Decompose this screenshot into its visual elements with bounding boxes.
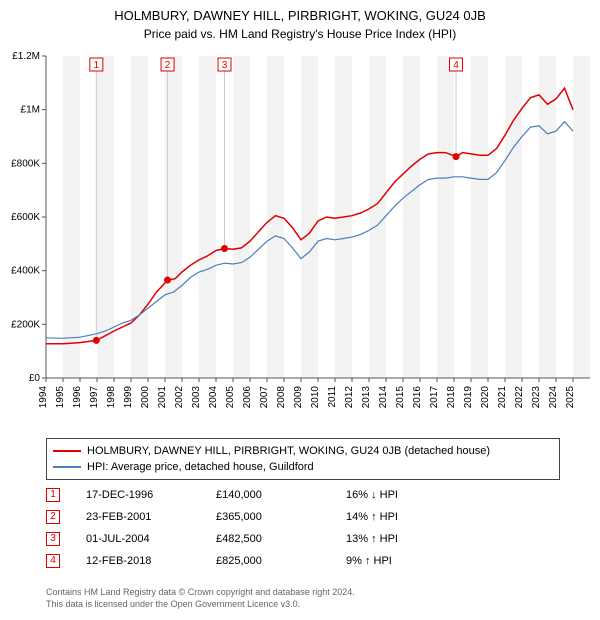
- event-row: 3 01-JUL-2004 £482,500 13% ↑ HPI: [46, 528, 560, 550]
- event-delta: 9% ↑ HPI: [346, 555, 466, 567]
- event-row: 2 23-FEB-2001 £365,000 14% ↑ HPI: [46, 506, 560, 528]
- svg-text:£400K: £400K: [11, 266, 40, 277]
- event-row: 4 12-FEB-2018 £825,000 9% ↑ HPI: [46, 550, 560, 572]
- svg-text:2001: 2001: [157, 386, 168, 409]
- svg-text:2009: 2009: [293, 386, 304, 409]
- event-date: 17-DEC-1996: [86, 489, 216, 501]
- svg-text:2003: 2003: [191, 386, 202, 409]
- svg-text:2011: 2011: [327, 386, 338, 408]
- svg-text:2016: 2016: [412, 386, 423, 409]
- event-marker: 3: [46, 532, 60, 546]
- event-price: £825,000: [216, 555, 346, 567]
- event-price: £482,500: [216, 533, 346, 545]
- svg-text:2025: 2025: [565, 386, 576, 409]
- events-table: 1 17-DEC-1996 £140,000 16% ↓ HPI 2 23-FE…: [46, 484, 560, 572]
- svg-text:£800K: £800K: [11, 158, 40, 169]
- event-price: £140,000: [216, 489, 346, 501]
- svg-text:2017: 2017: [429, 386, 440, 409]
- svg-text:2020: 2020: [480, 386, 491, 409]
- svg-text:2012: 2012: [344, 386, 355, 409]
- svg-text:2008: 2008: [276, 386, 287, 409]
- legend-box: HOLMBURY, DAWNEY HILL, PIRBRIGHT, WOKING…: [46, 438, 560, 480]
- legend-label: HOLMBURY, DAWNEY HILL, PIRBRIGHT, WOKING…: [87, 443, 490, 459]
- event-delta: 13% ↑ HPI: [346, 533, 466, 545]
- svg-text:1995: 1995: [55, 386, 66, 409]
- event-marker: 4: [46, 554, 60, 568]
- chart-title: HOLMBURY, DAWNEY HILL, PIRBRIGHT, WOKING…: [0, 0, 600, 23]
- svg-text:2014: 2014: [378, 386, 389, 409]
- event-marker: 1: [46, 488, 60, 502]
- chart-svg: £0 £200K £400K £600K £800K £1M £1.2M 1994 1995 19…: [0, 48, 600, 428]
- svg-text:2000: 2000: [140, 386, 151, 409]
- event-row: 1 17-DEC-1996 £140,000 16% ↓ HPI: [46, 484, 560, 506]
- svg-text:2005: 2005: [225, 386, 236, 409]
- svg-text:2002: 2002: [174, 386, 185, 409]
- svg-text:2023: 2023: [531, 386, 542, 409]
- svg-text:£1.2M: £1.2M: [12, 51, 40, 62]
- svg-text:£200K: £200K: [11, 319, 40, 330]
- svg-text:1: 1: [94, 60, 100, 71]
- chart-area: £0 £200K £400K £600K £800K £1M £1.2M 1994 1995 19…: [0, 48, 600, 428]
- svg-text:2004: 2004: [208, 386, 219, 409]
- svg-text:1998: 1998: [106, 386, 117, 409]
- legend-swatch-1: [53, 450, 81, 452]
- footer-line: This data is licensed under the Open Gov…: [46, 598, 560, 610]
- svg-text:1997: 1997: [89, 386, 100, 409]
- svg-text:2024: 2024: [548, 386, 559, 409]
- legend-row: HPI: Average price, detached house, Guil…: [53, 459, 553, 475]
- svg-text:2006: 2006: [242, 386, 253, 409]
- svg-text:2021: 2021: [497, 386, 508, 409]
- chart-subtitle: Price paid vs. HM Land Registry's House …: [0, 23, 600, 41]
- legend-row: HOLMBURY, DAWNEY HILL, PIRBRIGHT, WOKING…: [53, 443, 553, 459]
- svg-text:£0: £0: [29, 373, 41, 384]
- event-marker: 2: [46, 510, 60, 524]
- svg-text:1994: 1994: [38, 386, 49, 409]
- event-delta: 14% ↑ HPI: [346, 511, 466, 523]
- event-date: 01-JUL-2004: [86, 533, 216, 545]
- legend-label: HPI: Average price, detached house, Guil…: [87, 459, 314, 475]
- footer-line: Contains HM Land Registry data © Crown c…: [46, 586, 560, 598]
- footer-attribution: Contains HM Land Registry data © Crown c…: [46, 586, 560, 610]
- svg-text:£1M: £1M: [21, 105, 40, 116]
- svg-text:2010: 2010: [310, 386, 321, 409]
- event-date: 12-FEB-2018: [86, 555, 216, 567]
- svg-text:4: 4: [453, 60, 459, 71]
- svg-text:2013: 2013: [361, 386, 372, 409]
- event-date: 23-FEB-2001: [86, 511, 216, 523]
- event-price: £365,000: [216, 511, 346, 523]
- svg-text:1999: 1999: [123, 386, 134, 409]
- event-delta: 16% ↓ HPI: [346, 489, 466, 501]
- svg-text:2015: 2015: [395, 386, 406, 409]
- legend-swatch-2: [53, 466, 81, 468]
- svg-text:2007: 2007: [259, 386, 270, 409]
- svg-text:2022: 2022: [514, 386, 525, 409]
- svg-text:3: 3: [222, 60, 228, 71]
- svg-text:2019: 2019: [463, 386, 474, 409]
- svg-text:1996: 1996: [72, 386, 83, 409]
- svg-text:£600K: £600K: [11, 212, 40, 223]
- svg-text:2018: 2018: [446, 386, 457, 409]
- svg-text:2: 2: [165, 60, 171, 71]
